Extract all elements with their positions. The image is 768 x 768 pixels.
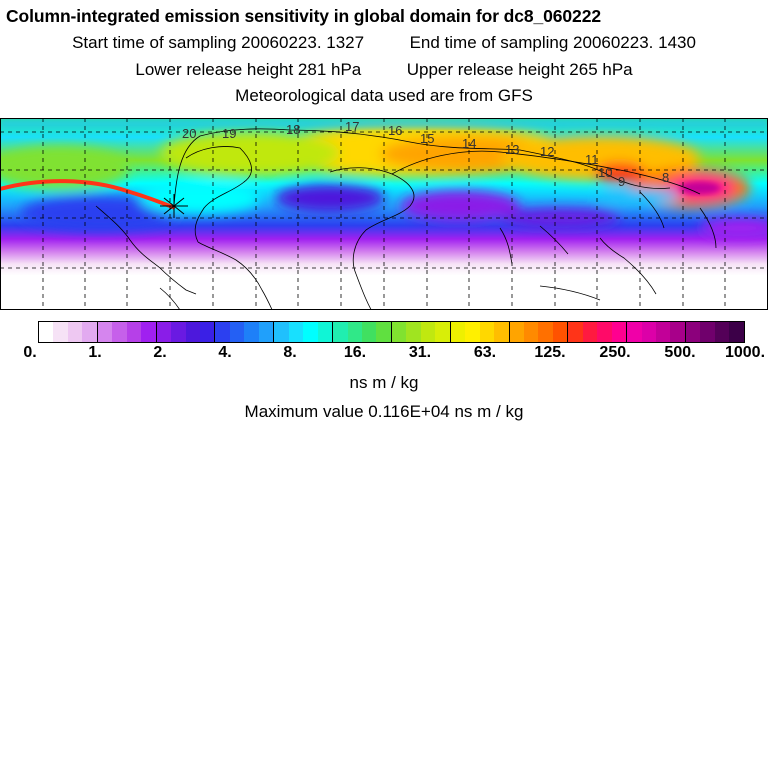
- colorbar-swatch: [273, 322, 289, 342]
- colorbar-tick-label: 125.: [534, 344, 566, 361]
- colorbar-swatch: [332, 322, 348, 342]
- trajectory-day-label: 20: [182, 126, 196, 141]
- trajectory-day-label: 18: [286, 122, 300, 137]
- trajectory-day-label: 8: [662, 170, 669, 185]
- coastlines: [95, 146, 717, 310]
- colorbar-swatch: [214, 322, 230, 342]
- colorbar-tick-label: 63.: [473, 344, 497, 361]
- colorbar-swatch: [199, 322, 215, 342]
- colorbar-tick-labels: 0. 1. 2. 4. 8. 16. 31. 63. 125. 250. 500. 1000.: [0, 344, 768, 366]
- colorbar-swatch: [611, 322, 627, 342]
- colorbar-swatch: [465, 322, 480, 342]
- colorbar-swatch: [185, 322, 200, 342]
- colorbar-swatch: [714, 322, 730, 342]
- colorbar-swatch: [449, 322, 466, 342]
- colorbar-swatch: [420, 322, 436, 342]
- trajectory-day-label: 10: [598, 165, 612, 180]
- colorbar-swatch: [479, 322, 495, 342]
- trajectory-day-label: 16: [388, 123, 402, 138]
- trajectory-day-label: 15: [420, 131, 434, 146]
- colorbar-swatch: [376, 322, 391, 342]
- colorbar-swatch: [361, 322, 377, 342]
- colorbar-tick-label: 1000.: [724, 344, 766, 361]
- end-time-label: End time of sampling 20060223. 1430: [409, 33, 696, 52]
- colorbar-swatch: [155, 322, 172, 342]
- trajectory-day-label: 13: [505, 142, 519, 157]
- colorbar-tick-label: 4.: [218, 344, 232, 361]
- colorbar-swatch: [494, 322, 509, 342]
- colorbar-swatch: [112, 322, 127, 342]
- colorbar-swatch: [626, 322, 642, 342]
- start-time-label: Start time of sampling 20060223. 1327: [72, 33, 365, 52]
- colorbar-swatch: [597, 322, 612, 342]
- trajectory-day-label: 9: [618, 174, 625, 189]
- colorbar-swatch: [567, 322, 583, 342]
- colorbar-swatch: [141, 322, 156, 342]
- colorbar-swatch: [171, 322, 186, 342]
- colorbar-swatch: [406, 322, 421, 342]
- colorbar-swatch: [508, 322, 524, 342]
- colorbar-tick-label: 500.: [664, 344, 696, 361]
- colorbar-swatch: [523, 322, 539, 342]
- emission-sensitivity-map: 20 19 18 17 16 15 14 13 12 11 10 9 8: [0, 118, 768, 310]
- colorbar-tick-label: 250.: [599, 344, 631, 361]
- colorbar-swatch: [82, 322, 97, 342]
- colorbar-tick-label: 16.: [343, 344, 367, 361]
- colorbar-swatch: [53, 322, 68, 342]
- high-sensitivity-streak: [0, 179, 176, 210]
- colorbar-swatch: [670, 322, 685, 342]
- colorbar-swatch: [729, 322, 744, 342]
- colorbar-swatch: [258, 322, 274, 342]
- colorbar-swatch: [96, 322, 113, 342]
- colorbar-swatch: [39, 322, 54, 342]
- graticule: [0, 118, 768, 310]
- trajectory-day-label: 14: [462, 136, 476, 151]
- colorbar-swatch: [390, 322, 407, 342]
- colorbar-swatch: [684, 322, 701, 342]
- colorbar-swatch: [641, 322, 657, 342]
- map-title: Column-integrated emission sensitivity i…: [6, 6, 601, 26]
- colorbar-swatch: [303, 322, 318, 342]
- upper-release-label: Upper release height 265 hPa: [406, 60, 633, 79]
- colorbar-swatch: [67, 322, 83, 342]
- colorbar-swatch: [229, 322, 245, 342]
- colorbar-swatch: [347, 322, 362, 342]
- colorbar: [38, 321, 745, 343]
- sampling-times: Start time of sampling 20060223. 1327 En…: [0, 33, 768, 53]
- release-heights: Lower release height 281 hPa Upper relea…: [0, 60, 768, 80]
- colorbar-swatch: [435, 322, 450, 342]
- colorbar-tick-label: 31.: [408, 344, 432, 361]
- lower-release-label: Lower release height 281 hPa: [135, 60, 362, 79]
- colorbar-tick-label: 1.: [88, 344, 102, 361]
- trajectory-day-label: 12: [540, 144, 554, 159]
- trajectory-path: [173, 128, 671, 207]
- colorbar-swatch: [244, 322, 259, 342]
- colorbar-swatch: [582, 322, 598, 342]
- colorbar-swatch: [288, 322, 304, 342]
- trajectory-day-label: 19: [222, 126, 236, 141]
- colorbar-swatch: [656, 322, 671, 342]
- colorbar-swatch: [538, 322, 553, 342]
- colorbar-tick-label: 8.: [283, 344, 297, 361]
- trajectory-day-label: 17: [345, 119, 359, 134]
- met-data-note: Meteorological data used are from GFS: [235, 86, 533, 105]
- colorbar-swatch: [317, 322, 333, 342]
- colorbar-tick-label: 2.: [153, 344, 167, 361]
- trajectory-day-label: 11: [585, 152, 599, 167]
- colorbar-swatch: [126, 322, 142, 342]
- colorbar-swatch: [552, 322, 568, 342]
- colorbar-units: ns m / kg: [349, 373, 419, 392]
- maximum-value-label: Maximum value 0.116E+04 ns m / kg: [244, 402, 524, 421]
- colorbar-tick-label: 0.: [23, 344, 37, 361]
- colorbar-swatch: [700, 322, 715, 342]
